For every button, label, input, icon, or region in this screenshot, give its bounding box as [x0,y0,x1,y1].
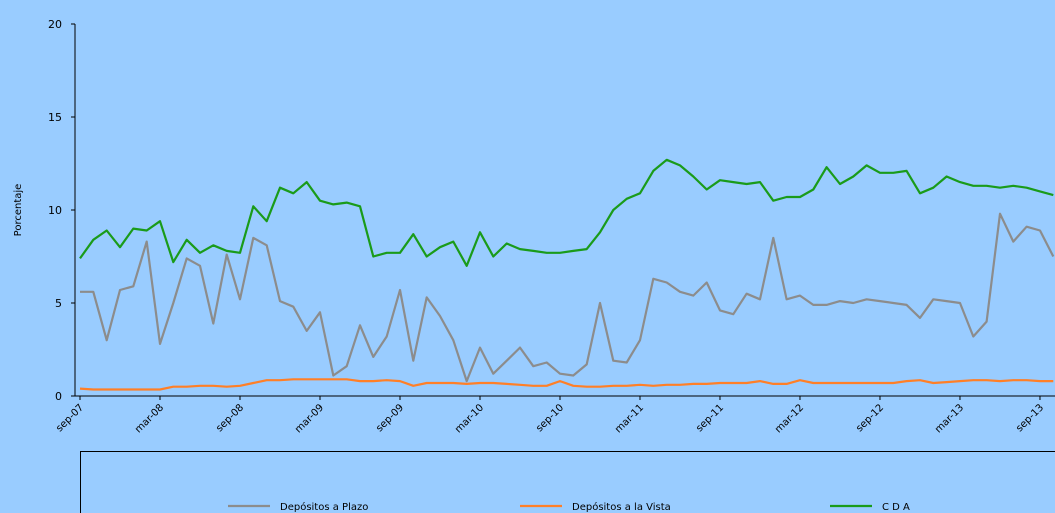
y-tick-label: 10 [48,204,62,217]
series-line [79,158,1054,267]
x-tick-label: sep-08 [214,402,246,434]
y-tick-label: 20 [48,18,62,31]
y-axis-label: Porcentaje [13,184,24,237]
x-tick-label: sep-07 [54,402,86,434]
x-tick-label: mar-09 [293,402,326,435]
y-tick-label: 0 [55,390,62,403]
x-tick-label: sep-10 [534,402,566,434]
x-tick-label: mar-12 [773,402,806,435]
x-tick-label: mar-08 [133,402,166,435]
legend-label: Depósitos a la Vista [572,501,671,513]
x-tick-label: sep-09 [374,402,406,434]
series-line [79,378,1054,391]
legend-box [80,451,1055,513]
legend-label: C D A [882,502,910,513]
y-tick-label: 5 [55,297,62,310]
x-tick-label: sep-12 [854,402,886,434]
x-tick-label: mar-13 [933,402,966,435]
x-tick-label: sep-11 [694,402,726,434]
y-tick-label: 15 [48,111,62,124]
series-line [80,212,1055,383]
x-tick-label: sep-13 [1014,402,1046,434]
x-tick-label: mar-11 [613,402,646,435]
x-tick-label: mar-10 [453,402,486,435]
legend-label: Depósitos a Plazo [280,501,368,513]
